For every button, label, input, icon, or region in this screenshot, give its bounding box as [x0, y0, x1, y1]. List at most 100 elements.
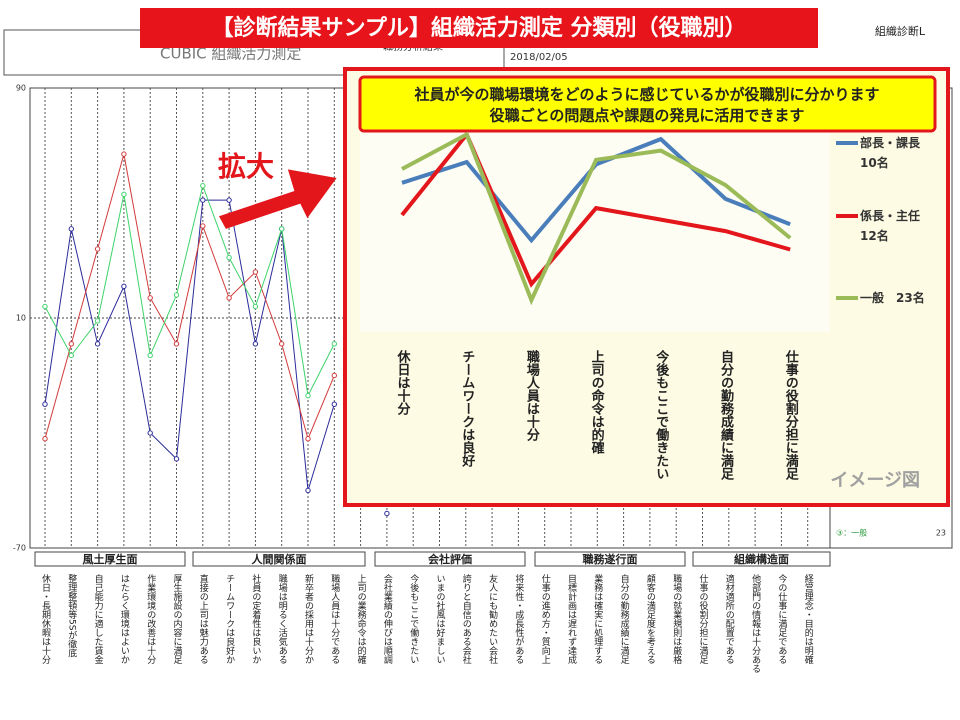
- point: [331, 401, 337, 407]
- x-tick-label: 今後もここで働きたい: [408, 573, 419, 664]
- point: [94, 341, 101, 347]
- point: [121, 191, 127, 198]
- point: [147, 430, 153, 436]
- x-tick-label: 目標計画は遅れず達成: [566, 574, 577, 665]
- x-tick-label: はたらく環境はよいか: [119, 574, 129, 664]
- point: [200, 183, 206, 189]
- point: [147, 352, 153, 359]
- x-tick-label: 上司の命令は的確: [589, 350, 606, 455]
- group-label: 職務遂行面: [583, 552, 638, 566]
- group-label: 組織構造面: [734, 552, 789, 566]
- group-label: 風土厚生面: [83, 552, 138, 566]
- point: [68, 341, 75, 347]
- zoom-chart: 休日は十分 チームワークは良好 職場人員は十分 上司の命令は的確 今後もここで働きたい 自…: [395, 130, 858, 481]
- series-line: [401, 131, 792, 306]
- legend-entry: 係長・主任 12名: [860, 209, 921, 243]
- point: [173, 456, 180, 462]
- x-tick-label: 仕事の役割分担に満足: [783, 349, 800, 481]
- group-box: [374, 551, 526, 567]
- x-tick-label: チームワークは良好か: [224, 574, 235, 664]
- point: [279, 226, 285, 232]
- callout-line: 社員が今の職場環境をどのように感じているかが役職別に分かります: [413, 86, 879, 104]
- point: [173, 341, 180, 347]
- x-tick-label: 友人にも勧めたい会社: [487, 573, 498, 665]
- point: [252, 269, 259, 275]
- x-tick-label: 職場の就業規則は厳格: [671, 574, 682, 665]
- x-tick-label: 社員の定着性は良いか: [250, 573, 261, 664]
- point: [121, 151, 127, 157]
- corner-label: 組織診断L: [875, 24, 926, 38]
- point: [331, 372, 337, 379]
- zoom-label: 拡大: [218, 150, 274, 183]
- point: [226, 197, 232, 203]
- legend-label: ③：一般: [836, 528, 867, 538]
- y-tick-label: 90: [16, 84, 26, 93]
- point: [94, 318, 101, 324]
- x-tick-label: 将来性・成長性がある: [513, 574, 524, 664]
- point: [252, 341, 259, 347]
- group-label: 人間関係面: [252, 552, 307, 566]
- x-tick-label: 休日・長期休暇は十分: [40, 573, 51, 665]
- x-tick-label: 直接の上司は魅力ある: [198, 573, 209, 664]
- zoom-arrow: 拡大: [218, 150, 337, 229]
- banner-title: 【診断結果サンプル】組織活力測定 分類別（役職別）: [211, 15, 746, 41]
- report-date: 2018/02/05: [510, 52, 568, 63]
- x-tick-label: 他部門の情報は十分ある: [750, 573, 761, 673]
- x-tick-label: チームワークは良好: [459, 350, 476, 468]
- point: [68, 226, 75, 232]
- zoom-panel: 社員が今の職場環境をどのように感じているかが役職別に分かります 役職ごとの問題点…: [343, 67, 950, 507]
- point: [226, 295, 232, 301]
- legend-entry: 部長・課長 10名: [860, 136, 921, 170]
- x-tick-label: 新卒者の採用は十分か: [303, 573, 314, 664]
- point: [147, 295, 153, 301]
- x-tick-label: 誇りと自信のある会社: [461, 573, 472, 665]
- banner-bg: [140, 8, 818, 48]
- point: [200, 197, 206, 203]
- x-tick-label: 業務は確実に処理する: [592, 573, 603, 664]
- callout-box: [358, 75, 937, 133]
- x-tick-label: 職場人員は十分である: [329, 574, 340, 664]
- x-tick-label: 仕事の役割分担に満足: [698, 573, 709, 665]
- x-tick-label: 厚生施設の内容に満足: [172, 574, 183, 665]
- callout-line: 役職ごとの問題点や課題の発見に活用できます: [490, 107, 805, 125]
- point: [42, 303, 48, 310]
- y-tick-label: 10: [16, 314, 26, 323]
- point: [173, 292, 180, 298]
- x-tick-label: いまの社風は好ましい: [435, 574, 446, 664]
- point: [200, 223, 206, 229]
- x-tick-label: 適材適所の配置である: [724, 573, 735, 664]
- point: [305, 392, 311, 399]
- x-tick-label: 自己能力に適した賃金: [93, 573, 104, 664]
- legend-count: 23: [936, 529, 946, 538]
- image-note: イメージ図: [830, 470, 920, 491]
- point: [42, 436, 48, 442]
- x-tick-label: 職場は明るく活気ある: [277, 574, 288, 664]
- x-tick-label: 職場人員は十分: [524, 349, 541, 442]
- group-box: [692, 551, 831, 567]
- x-tick-label: 整理整頓等5Sが徹底: [66, 573, 77, 658]
- group-label: 会社評価: [428, 552, 472, 566]
- point: [305, 436, 311, 442]
- x-tick-label: 上司の業務命令は的確: [356, 574, 367, 665]
- group-box: [192, 551, 366, 567]
- series-line: [44, 153, 335, 441]
- point: [305, 487, 311, 494]
- x-tick-label: 今後もここで働きたい: [653, 349, 670, 480]
- group-box: [534, 551, 686, 567]
- x-tick-label: 今の仕事に満足である: [776, 573, 787, 664]
- point: [384, 510, 390, 517]
- x-tick-label: 自分の勤務成績に満足: [619, 573, 630, 665]
- legend-entry: 一般 23名: [860, 291, 925, 305]
- point: [226, 254, 232, 261]
- series-line: [44, 184, 335, 398]
- point: [68, 352, 75, 359]
- x-tick-label: 自分の勤務成績に満足: [718, 349, 734, 481]
- point: [121, 283, 127, 290]
- point: [94, 246, 101, 252]
- x-tick-label: 作業環境の改善は十分: [145, 573, 156, 665]
- x-tick-label: 仕事の進め方・質向上: [540, 573, 551, 664]
- y-tick-label: -70: [13, 544, 26, 553]
- point: [252, 303, 259, 310]
